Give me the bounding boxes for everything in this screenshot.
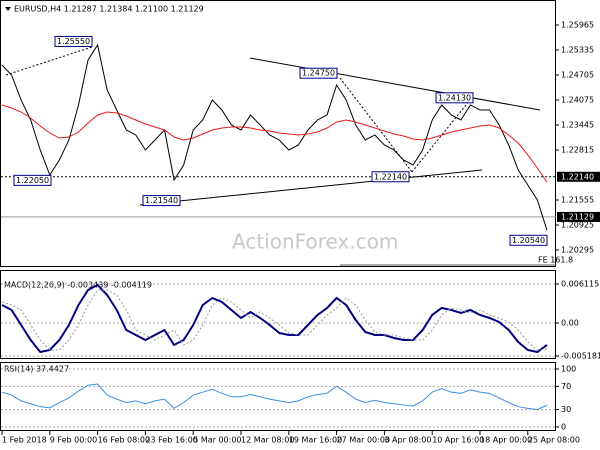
x-tick-label: 18 Apr 00:00 bbox=[480, 436, 532, 445]
y-tick-label: 100 bbox=[561, 364, 576, 373]
y-tick-label: 70 bbox=[561, 382, 571, 391]
macd-frame bbox=[0, 270, 556, 359]
annotation-label: 1.25550 bbox=[57, 37, 90, 46]
series-line bbox=[1, 383, 548, 411]
x-tick-label: 16 Feb 08:00 bbox=[98, 436, 150, 445]
x-tick-label: 1 Feb 2018 bbox=[2, 436, 47, 445]
annotation-box bbox=[54, 35, 93, 47]
fe-label: FE 161.8 bbox=[538, 256, 573, 265]
price-title: EURUSD,H4 1.21287 1.21384 1.21100 1.2112… bbox=[14, 5, 204, 14]
annotation-label: 1.21540 bbox=[145, 196, 178, 205]
series-line bbox=[1, 283, 548, 354]
x-tick-label: 27 Mar 00:00 bbox=[337, 436, 390, 445]
price-frame bbox=[0, 0, 556, 267]
rsi-title: RSI(14) 37.4427 bbox=[4, 365, 69, 374]
trend-line bbox=[249, 57, 541, 111]
y-tick-label: 1.23445 bbox=[561, 120, 594, 129]
x-tick-label: 23 Feb 16:00 bbox=[145, 436, 197, 445]
y-tick-label: 1.24075 bbox=[561, 95, 594, 104]
series-line bbox=[1, 104, 548, 183]
x-tick-label: 5 Mar 00:00 bbox=[193, 436, 241, 445]
menu-arrow bbox=[5, 7, 11, 11]
series-line bbox=[1, 43, 548, 231]
trend-line bbox=[5, 46, 93, 76]
x-tick-label: 9 Feb 00:00 bbox=[50, 436, 97, 445]
x-tick-label: 12 Mar 08:00 bbox=[241, 436, 294, 445]
price-marker-label: 1.21129 bbox=[561, 212, 594, 221]
y-tick-label: 0.006115 bbox=[561, 279, 599, 288]
annotation-label: 1.24130 bbox=[438, 93, 471, 102]
y-tick-label: 0.00 bbox=[561, 318, 579, 327]
trend-line bbox=[139, 169, 483, 206]
price-marker-label: 1.22140 bbox=[561, 172, 594, 181]
y-tick-label: 1.21555 bbox=[561, 196, 594, 205]
x-tick-label: 25 Apr 08:00 bbox=[528, 436, 580, 445]
y-tick-label: 1.25965 bbox=[561, 20, 594, 29]
y-tick-label: 0 bbox=[561, 422, 566, 431]
annotation-label: 1.20540 bbox=[512, 236, 545, 245]
annotation-box bbox=[435, 92, 474, 104]
x-tick-label: 3 Apr 08:00 bbox=[384, 436, 431, 445]
y-tick-label: 1.20295 bbox=[561, 246, 594, 255]
x-tick-label: 19 Mar 16:00 bbox=[289, 436, 342, 445]
x-tick-label: 10 Apr 16:00 bbox=[432, 436, 484, 445]
annotation-box bbox=[509, 234, 548, 246]
y-tick-label: 1.20925 bbox=[561, 221, 594, 230]
annotation-label: 1.24750 bbox=[302, 69, 335, 78]
price-marker bbox=[557, 211, 600, 222]
macd-title: MACD(12,26,9) -0.003439 -0.004119 bbox=[4, 281, 152, 290]
rsi-frame bbox=[0, 362, 556, 431]
price-marker bbox=[557, 171, 600, 182]
trend-line bbox=[411, 99, 471, 173]
y-tick-label: 1.24705 bbox=[561, 70, 594, 79]
y-tick-label: 30 bbox=[561, 405, 571, 414]
y-tick-label: 1.22815 bbox=[561, 145, 594, 154]
annotation-box bbox=[13, 174, 52, 186]
annotation-box bbox=[371, 171, 410, 183]
y-tick-label: -0.005181 bbox=[561, 352, 600, 361]
annotation-label: 1.22140 bbox=[374, 172, 407, 181]
annotation-label: 1.22050 bbox=[16, 176, 49, 185]
annotation-box bbox=[142, 195, 181, 207]
y-tick-label: 1.25335 bbox=[561, 45, 594, 54]
watermark: ActionForex.com bbox=[232, 230, 398, 254]
annotation-box bbox=[299, 67, 338, 79]
series-line bbox=[1, 289, 547, 351]
